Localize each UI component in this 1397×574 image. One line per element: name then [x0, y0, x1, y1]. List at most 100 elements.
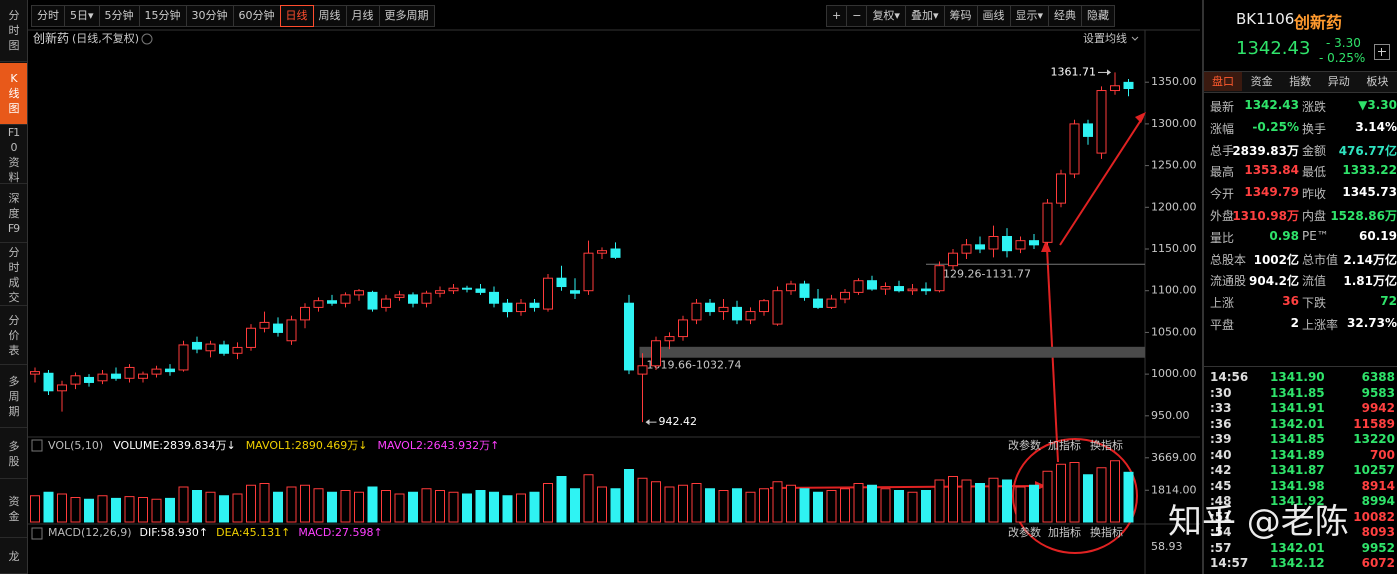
trade-volume: 8093 — [1361, 525, 1395, 539]
help-icon[interactable] — [31, 527, 43, 540]
tool-button[interactable]: − — [846, 5, 868, 27]
tool-button[interactable]: + — [826, 5, 848, 27]
volume-bar — [1002, 479, 1012, 523]
period-button[interactable]: 5分钟 — [98, 5, 140, 27]
volume-bar — [907, 491, 918, 523]
candle-body — [97, 373, 108, 382]
period-button[interactable]: 5日▾ — [64, 5, 100, 27]
volume-bar — [192, 490, 202, 523]
tool-button[interactable]: 显示▾ — [1009, 5, 1050, 27]
candle-body — [840, 291, 850, 300]
tool-button[interactable]: 隐藏 — [1081, 5, 1116, 27]
side-tab[interactable]: K线图 — [0, 63, 27, 125]
volume-bar — [462, 493, 472, 523]
period-button[interactable]: 60分钟 — [232, 5, 281, 27]
panel-tab[interactable]: 板块 — [1366, 75, 1389, 88]
tool-button[interactable]: 叠加▾ — [904, 5, 945, 27]
side-tab[interactable]: 龙 — [0, 540, 27, 574]
candle-body — [192, 341, 202, 350]
volume-bar — [286, 486, 297, 523]
trade-time: :33 — [1210, 401, 1232, 415]
period-button[interactable]: 分时 — [31, 5, 65, 27]
volume-bar — [1015, 486, 1026, 523]
trade-price: 1341.91 — [1270, 401, 1325, 415]
y-tick-label: 1050.00 — [1151, 325, 1197, 338]
panel-tab[interactable]: 指数 — [1289, 75, 1312, 88]
panel-button[interactable]: 改参数 — [1008, 438, 1041, 452]
volume-legend: VOL(5,10) — [48, 439, 103, 452]
period-button[interactable]: 30分钟 — [185, 5, 234, 27]
quote-name: 创新药 — [1294, 13, 1343, 32]
side-tab[interactable]: 深度F9 — [0, 185, 27, 243]
side-tab[interactable]: F10资料 — [0, 126, 27, 184]
arrow-head — [1041, 240, 1051, 252]
volume-bar — [853, 483, 864, 523]
side-tab[interactable]: 分价表 — [0, 307, 27, 365]
side-tab[interactable]: 分时成交 — [0, 244, 27, 306]
trade-volume: 8914 — [1361, 478, 1395, 493]
volume-bar — [448, 491, 459, 523]
period-button[interactable]: 15分钟 — [138, 5, 187, 27]
chart-title: 创新药 — [33, 31, 69, 46]
ma-settings[interactable]: 设置均线 — [1083, 31, 1127, 45]
stat-label: 今开 — [1210, 187, 1235, 202]
plus-v — [1381, 48, 1382, 56]
panel-button[interactable]: 换指标 — [1090, 438, 1123, 452]
stat-label: 量比 — [1210, 230, 1235, 245]
panel-button[interactable]: 改参数 — [1008, 525, 1041, 539]
panel-button[interactable]: 换指标 — [1090, 525, 1123, 539]
help-icon[interactable] — [31, 439, 43, 452]
stat-label: 平盘 — [1210, 318, 1235, 332]
quote-change-pct: - 0.25% — [1319, 51, 1366, 65]
macd-legend: DEA:45.131↑ — [216, 526, 290, 539]
candle-body — [705, 302, 715, 313]
period-button[interactable]: 周线 — [312, 5, 347, 27]
candle-body — [961, 244, 972, 254]
trade-volume: 6388 — [1361, 370, 1395, 384]
side-tab[interactable]: 多周期 — [0, 366, 27, 428]
trade-price: 1342.12 — [1270, 556, 1325, 570]
tool-button[interactable]: 复权▾ — [866, 5, 906, 27]
candle-body — [1083, 123, 1093, 137]
tool-button[interactable]: 经典 — [1048, 5, 1083, 27]
stat-value: 1528.86万 — [1330, 209, 1397, 223]
candle-body — [975, 244, 985, 250]
period-button[interactable]: 月线 — [345, 5, 380, 27]
volume-bar — [219, 495, 229, 523]
volume-bar — [934, 479, 945, 523]
candle-body — [894, 286, 904, 292]
candle-body — [286, 319, 297, 342]
side-tab[interactable]: 资金 — [0, 480, 27, 538]
side-tab[interactable]: 分时图 — [0, 0, 27, 62]
volume-bar — [205, 491, 216, 523]
add-button[interactable] — [1374, 44, 1390, 60]
period-button[interactable]: 日线 — [279, 5, 314, 27]
gear-icon[interactable] — [141, 33, 153, 45]
stat-value: 1002亿 — [1253, 252, 1299, 267]
macd-legend: DIF:58.930↑ — [140, 526, 209, 539]
volume-bar — [894, 490, 904, 523]
period-button[interactable]: 更多周期 — [378, 5, 435, 27]
tool-button[interactable]: 筹码 — [943, 5, 978, 27]
panel-tab[interactable]: 盘口 — [1204, 72, 1242, 91]
volume-legend: MAVOL2:2643.932万↑ — [378, 439, 500, 452]
candle-body — [475, 288, 486, 293]
trade-time: :45 — [1210, 478, 1232, 493]
tab-strip — [1204, 71, 1397, 93]
candle-body — [691, 302, 702, 321]
panel-tab[interactable]: 资金 — [1250, 75, 1273, 88]
candle-body — [30, 371, 40, 375]
tool-button[interactable]: 画线 — [976, 5, 1011, 27]
side-tab-label: 龙 — [8, 550, 20, 563]
panel-button[interactable]: 加指标 — [1048, 438, 1081, 452]
arrow-head — [1107, 69, 1111, 76]
side-tab[interactable]: 多股 — [0, 429, 27, 479]
stat-label: 换手 — [1302, 121, 1327, 136]
macd-axis-label: 58.93 — [1151, 540, 1183, 553]
candle-body — [1056, 173, 1066, 204]
panel-tab[interactable]: 异动 — [1327, 75, 1350, 88]
trade-time: :51 — [1210, 509, 1232, 524]
panel-button[interactable]: 加指标 — [1048, 525, 1081, 539]
volume-bar — [651, 481, 661, 523]
volume-bar — [1110, 460, 1120, 523]
